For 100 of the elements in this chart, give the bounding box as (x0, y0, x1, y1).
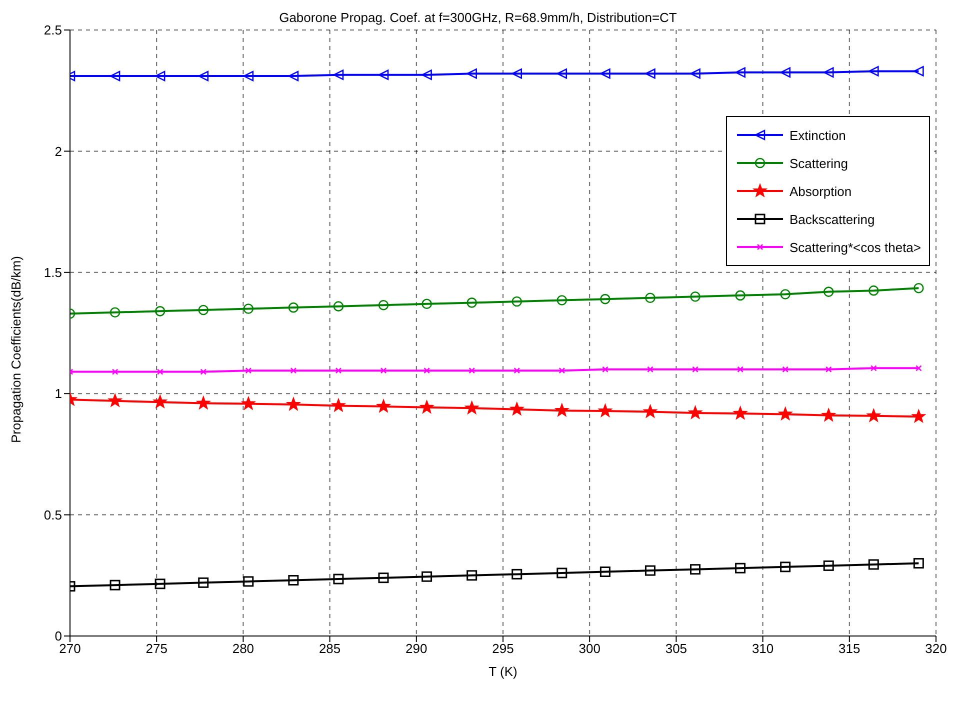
point (916, 365, 922, 372)
legend-label: Extinction (789, 128, 846, 142)
point (290, 367, 297, 374)
point (378, 70, 389, 80)
point (243, 304, 254, 314)
point (422, 298, 432, 310)
point (914, 283, 924, 294)
point (912, 410, 926, 422)
point (870, 365, 877, 372)
point (198, 70, 209, 82)
point (690, 291, 700, 302)
point (556, 68, 568, 79)
point (288, 302, 299, 313)
x-tick-label: 290 (406, 641, 428, 656)
point (644, 565, 656, 576)
point (378, 300, 389, 310)
point (647, 366, 654, 373)
point (200, 368, 207, 375)
point (782, 366, 788, 373)
point (333, 301, 344, 312)
point (822, 408, 836, 422)
point (420, 400, 434, 414)
x-tick-label: 305 (665, 641, 688, 656)
x-tick-label: 310 (752, 641, 774, 656)
point (780, 289, 790, 300)
point (108, 394, 122, 407)
point (780, 562, 791, 572)
point (823, 67, 834, 78)
point (422, 70, 432, 80)
point (598, 404, 612, 417)
point (468, 367, 475, 374)
point (154, 306, 166, 316)
x-tick-label: 300 (578, 641, 600, 656)
x-axis-title: T (K) (488, 664, 518, 679)
point (868, 285, 879, 296)
point (914, 66, 924, 76)
x-tick-label: 315 (838, 641, 860, 656)
point (110, 70, 120, 82)
y-tick-label: 0.5 (44, 507, 62, 522)
point (333, 574, 344, 584)
point (558, 367, 566, 374)
x-tick-label: 270 (59, 641, 81, 656)
y-tick-label: 1.5 (44, 265, 62, 280)
point (735, 562, 746, 574)
point (243, 576, 254, 587)
x-tick-label: 275 (146, 641, 168, 656)
legend-label: Backscattering (789, 212, 875, 226)
x-tick-label: 285 (318, 641, 341, 656)
point (690, 68, 700, 79)
x-tick-label: 295 (492, 641, 514, 656)
point (286, 398, 300, 410)
point (688, 406, 702, 419)
point (692, 366, 698, 373)
point (333, 70, 344, 80)
point (510, 402, 524, 416)
point (376, 399, 390, 412)
point (690, 564, 700, 575)
point (466, 298, 477, 308)
point (734, 406, 747, 420)
point (424, 367, 430, 374)
point (465, 401, 479, 414)
point (154, 70, 166, 82)
point (868, 66, 879, 76)
point (602, 366, 608, 373)
point (737, 366, 744, 373)
point (196, 396, 210, 410)
point (512, 568, 522, 580)
point (868, 559, 879, 570)
point (866, 408, 880, 422)
y-tick-label: 0 (54, 628, 62, 644)
point (245, 367, 252, 374)
point (110, 580, 120, 590)
point (600, 68, 610, 79)
point (332, 398, 346, 412)
point (600, 294, 610, 304)
point (335, 367, 342, 374)
point (555, 404, 569, 416)
y-axis-title: Propagation Coefficients(dB/km) (8, 256, 24, 443)
point (198, 304, 209, 316)
chart-title: Gaborone Propag. Coef. at f=300GHz, R=68.9mm/h, Distribution=CT (279, 10, 677, 25)
point (645, 68, 656, 79)
point (735, 290, 746, 301)
point (644, 404, 657, 418)
point (600, 566, 610, 578)
point (512, 68, 522, 79)
point (380, 367, 387, 374)
legend-label: Scattering (789, 156, 848, 170)
point (645, 292, 656, 303)
point (110, 307, 120, 318)
point (466, 68, 477, 79)
legend-label: Absorption (789, 184, 852, 198)
point (242, 396, 256, 410)
point (556, 295, 568, 306)
legend-label: Scattering*<cos theta> (789, 240, 921, 254)
y-tick-label: 2.5 (44, 22, 62, 38)
point (823, 560, 834, 571)
point (512, 296, 522, 307)
point (198, 577, 209, 588)
point (825, 366, 832, 373)
point (913, 558, 924, 569)
